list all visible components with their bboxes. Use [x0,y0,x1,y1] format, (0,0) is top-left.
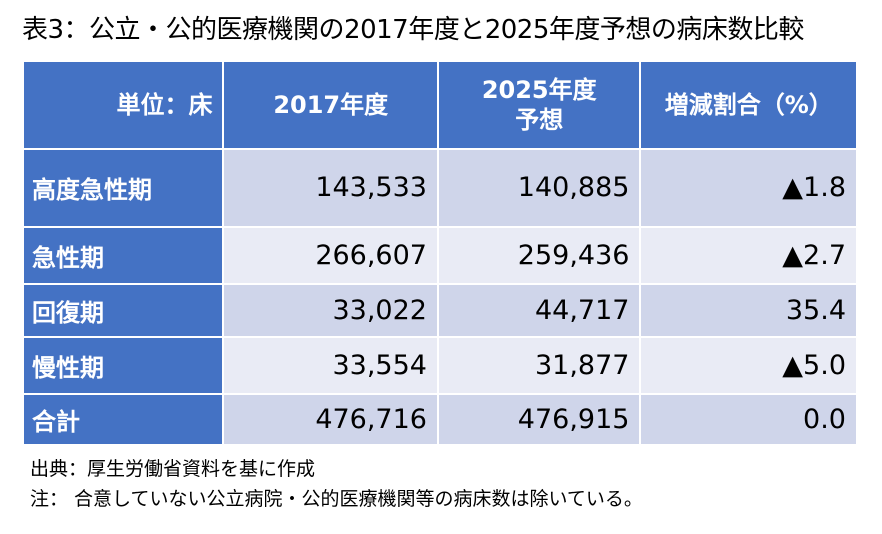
cell-2025: 140,885 [438,150,640,226]
cell-2017: 143,533 [224,150,437,226]
header-unit: 単位：床 [24,62,223,148]
cell-2025: 44,717 [438,284,640,336]
table-title: 表3：公立・公的医療機関の2017年度と2025年度予想の病床数比較 [22,15,804,45]
cell-2025: 31,877 [438,337,640,393]
row-label: 合計 [24,394,223,444]
header-2025-forecast: 2025年度 予想 [438,62,640,148]
cell-2025: 259,436 [438,227,640,283]
cell-change: ▲1.8 [641,150,856,226]
row-label: 高度急性期 [24,150,223,226]
cell-change: 0.0 [641,394,856,444]
header-2017: 2017年度 [224,62,437,148]
exclusion-note: 注： 合意していない公立病院・公的医療機関等の病床数は除いている。 [30,488,643,510]
cell-change: ▲5.0 [641,337,856,393]
table-row: 回復期 33,022 44,717 35.4 [24,284,856,336]
header-row: 単位：床 2017年度 2025年度 予想 増減割合（%） [24,62,856,148]
row-label: 慢性期 [24,337,223,393]
table-row: 慢性期 33,554 31,877 ▲5.0 [24,337,856,393]
row-label: 回復期 [24,284,223,336]
row-label: 急性期 [24,227,223,283]
cell-change: ▲2.7 [641,227,856,283]
table-row: 急性期 266,607 259,436 ▲2.7 [24,227,856,283]
header-change-rate: 増減割合（%） [641,62,856,148]
cell-2017: 33,022 [224,284,437,336]
source-note: 出典：厚生労働省資料を基に作成 [30,458,316,480]
cell-2017: 33,554 [224,337,437,393]
bed-count-table: 単位：床 2017年度 2025年度 予想 増減割合（%） 高度急性期 143,… [22,60,858,446]
cell-2025: 476,915 [438,394,640,444]
cell-2017: 266,607 [224,227,437,283]
footnotes: 出典：厚生労働省資料を基に作成 注： 合意していない公立病院・公的医療機関等の病… [30,454,870,514]
cell-2017: 476,716 [224,394,437,444]
table-row-total: 合計 476,716 476,915 0.0 [24,394,856,444]
cell-change: 35.4 [641,284,856,336]
table-row: 高度急性期 143,533 140,885 ▲1.8 [24,150,856,226]
